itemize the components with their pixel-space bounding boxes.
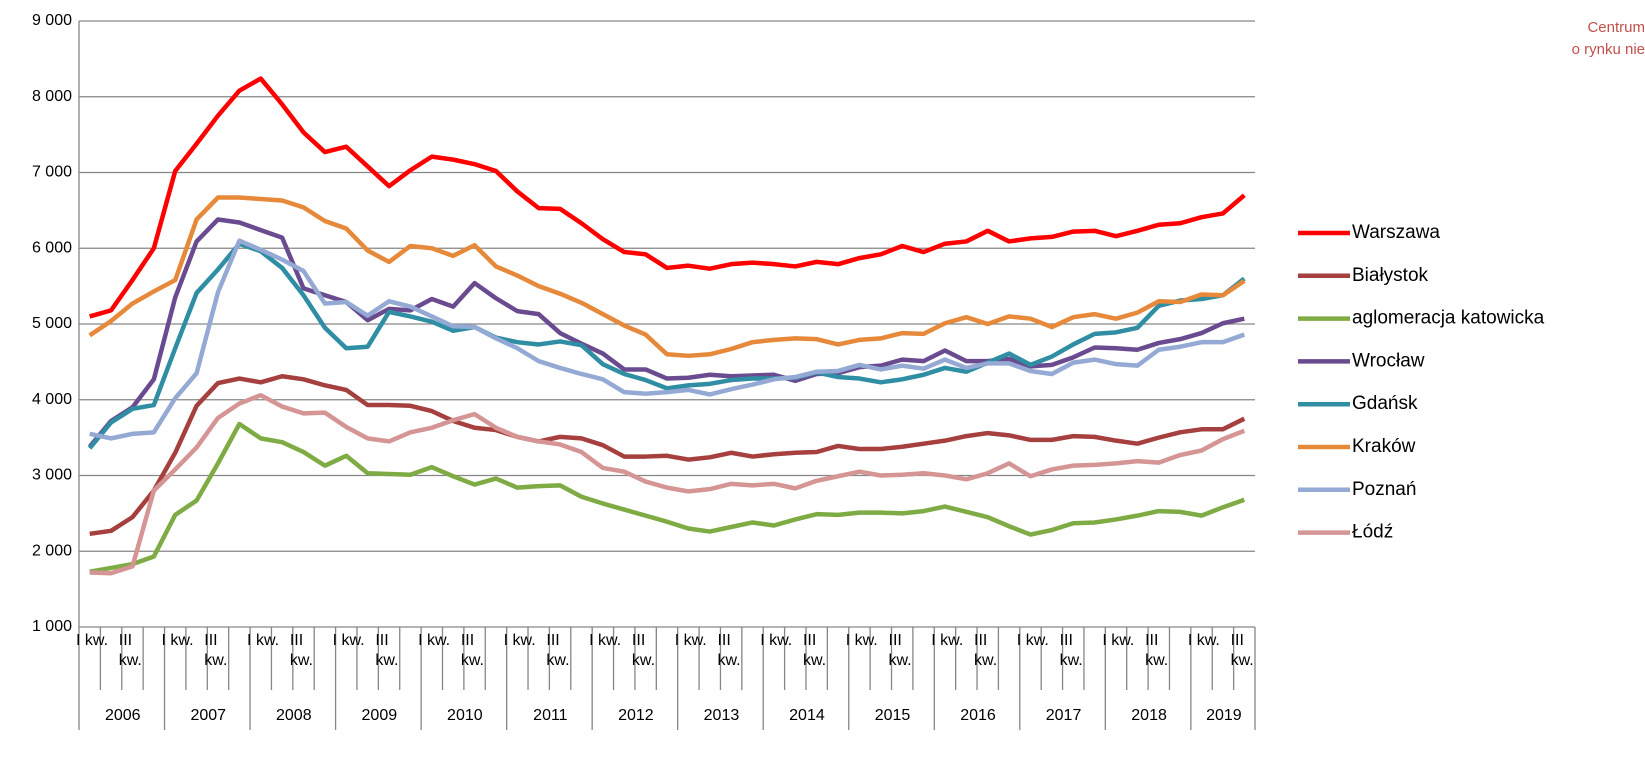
x-tick-label: III kw. bbox=[717, 632, 741, 669]
year-label: 2009 bbox=[361, 707, 398, 724]
x-tick-label: III kw. bbox=[1145, 632, 1169, 669]
x-tick-label: III kw. bbox=[546, 632, 570, 669]
year-label: 2016 bbox=[960, 707, 996, 724]
legend-label: Warszawa bbox=[1352, 222, 1440, 243]
year-label: 2012 bbox=[618, 707, 654, 724]
year-label: 2010 bbox=[447, 707, 483, 724]
x-tick-label: I kw. bbox=[1102, 632, 1135, 649]
x-tick-label: I kw. bbox=[418, 632, 451, 649]
series-line bbox=[89, 392, 1246, 576]
series-line bbox=[88, 195, 1246, 359]
x-tick-label: I kw. bbox=[931, 632, 964, 649]
year-label: 2008 bbox=[276, 707, 312, 724]
x-tick-label: III kw. bbox=[1059, 632, 1083, 669]
year-label: 2011 bbox=[533, 707, 568, 724]
x-tick-label: I kw. bbox=[503, 632, 536, 649]
series-line bbox=[89, 374, 1246, 537]
series-line bbox=[89, 76, 1246, 319]
year-label: 2015 bbox=[874, 707, 911, 724]
logo-line: o rynku nie bbox=[1572, 41, 1645, 58]
x-tick-label: III kw. bbox=[375, 632, 399, 669]
year-label: 2007 bbox=[190, 707, 227, 724]
x-tick-label: III kw. bbox=[460, 632, 484, 669]
year-label: 2019 bbox=[1206, 707, 1242, 724]
x-tick-label: I kw. bbox=[845, 632, 878, 649]
x-tick-label: III kw. bbox=[1230, 632, 1254, 669]
y-tick-label: 4 000 bbox=[32, 391, 72, 408]
x-tick-label: III kw. bbox=[204, 632, 228, 669]
x-tick-label: I kw. bbox=[332, 632, 365, 649]
y-tick-label: 8 000 bbox=[32, 88, 72, 105]
series-line bbox=[89, 421, 1246, 574]
y-tick-label: 2 000 bbox=[32, 542, 72, 559]
y-tick-label: 7 000 bbox=[32, 164, 72, 181]
y-tick-label: 3 000 bbox=[32, 467, 72, 484]
legend-label: Poznań bbox=[1352, 479, 1416, 500]
y-tick-label: 1 000 bbox=[32, 618, 72, 635]
year-label: 2018 bbox=[1131, 707, 1167, 724]
x-tick-label: I kw. bbox=[161, 632, 194, 649]
series-line bbox=[87, 241, 1246, 450]
x-tick-label: I kw. bbox=[247, 632, 280, 649]
x-tick-label: I kw. bbox=[760, 632, 793, 649]
legend-label: Białystok bbox=[1352, 265, 1429, 286]
series-line bbox=[87, 217, 1245, 449]
x-tick-label: III kw. bbox=[802, 632, 827, 669]
y-tick-label: 5 000 bbox=[32, 315, 72, 332]
x-tick-label: III kw. bbox=[118, 632, 142, 669]
x-tick-label: III kw. bbox=[289, 632, 313, 669]
x-tick-label: III kw. bbox=[631, 632, 656, 669]
logo-line: Centrum bbox=[1587, 19, 1645, 36]
x-tick-label: III kw. bbox=[888, 632, 912, 669]
x-tick-label: I kw. bbox=[589, 632, 622, 649]
legend-label: Łódź bbox=[1352, 522, 1393, 543]
legend-label: aglomeracja katowicka bbox=[1352, 308, 1545, 329]
x-tick-label: I kw. bbox=[1016, 632, 1049, 649]
x-tick-label: I kw. bbox=[76, 632, 109, 649]
year-label: 2017 bbox=[1045, 707, 1082, 724]
year-label: 2013 bbox=[703, 707, 740, 724]
legend-label: Wrocław bbox=[1352, 350, 1425, 371]
year-label: 2006 bbox=[104, 707, 141, 724]
legend-label: Kraków bbox=[1352, 436, 1416, 457]
x-tick-label: I kw. bbox=[1187, 632, 1220, 649]
series-line bbox=[89, 238, 1246, 441]
x-tick-label: III kw. bbox=[974, 632, 998, 669]
x-tick-label: I kw. bbox=[674, 632, 707, 649]
y-tick-label: 9 000 bbox=[32, 12, 72, 29]
legend-label: Gdańsk bbox=[1352, 393, 1418, 414]
y-tick-label: 6 000 bbox=[32, 239, 72, 256]
year-label: 2014 bbox=[789, 707, 825, 724]
